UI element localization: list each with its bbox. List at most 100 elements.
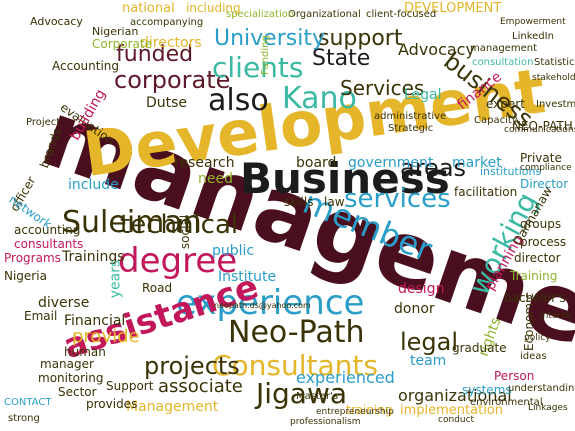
word-business: Business — [240, 154, 450, 203]
word-manager: manager — [40, 357, 94, 371]
word-empowerment: Empowerment — [500, 17, 566, 27]
word-government: government — [348, 155, 434, 171]
word-projects: projects — [144, 352, 240, 380]
word-jigawa: Jigawa — [256, 377, 348, 410]
word-programs: Programs — [4, 251, 61, 265]
word-sector: Sector — [58, 385, 97, 399]
word-implementation: implementation — [400, 403, 504, 418]
word-legal: legal — [400, 328, 459, 356]
word-services: services — [344, 184, 451, 214]
word-private: Private — [520, 151, 562, 165]
word-also: also — [208, 83, 269, 118]
word-accounting: accounting — [14, 223, 81, 237]
word-design: design — [398, 281, 445, 297]
word-market: market — [452, 155, 502, 171]
word-email: Email — [24, 309, 58, 323]
word-trainings: Trainings — [62, 249, 125, 265]
word-linkedin: LinkedIn — [512, 31, 554, 42]
word-communications: communications — [504, 125, 575, 135]
word-social: social — [178, 214, 193, 250]
word-consultants-lower: consultants — [14, 237, 84, 251]
word-groups: groups — [520, 217, 562, 231]
word-professionalism: professionalism — [290, 417, 361, 427]
word-research: research — [174, 155, 235, 171]
word-nigeria: Nigeria — [4, 269, 47, 283]
word-areas: areas — [400, 154, 467, 182]
word-donor: donor — [394, 301, 435, 317]
word-stakeholders: stakeholders — [532, 73, 575, 83]
word-email-address: neopath.ds@yahoo.com — [214, 301, 311, 310]
word-accounting-cap: Accounting — [52, 59, 120, 73]
word-systems: systems — [462, 383, 512, 397]
word-technical: technical — [120, 210, 239, 240]
word-ideas: ideas — [520, 351, 547, 362]
word-neo-path: Neo-Path — [228, 315, 365, 350]
word-consultation: consultation — [472, 57, 534, 68]
word-director-cap: Director — [520, 177, 569, 191]
word-team: team — [410, 353, 447, 369]
word-skills: skills — [284, 195, 314, 209]
word-kano: Kano — [282, 81, 357, 116]
word-state: State — [312, 46, 371, 71]
word-project: Project — [26, 117, 61, 128]
word-linkages: Linkages — [528, 403, 568, 413]
word-process: process — [520, 235, 567, 249]
word-associate: associate — [158, 376, 243, 397]
word-director: director — [514, 251, 561, 265]
word-bachelors: bachelor's — [504, 291, 566, 305]
word-years: years — [107, 259, 124, 299]
word-advocacy: Advocacy — [398, 40, 475, 59]
word-capacity: Capacity — [474, 115, 518, 126]
word-contact: CONTACT — [4, 397, 52, 408]
word-corporate-cap: Corporate — [92, 37, 152, 51]
word-dutse: Dutse — [146, 95, 188, 111]
word-compliance: compliance — [520, 163, 572, 173]
word-human: human — [64, 345, 106, 359]
word-training-cap: Training — [510, 269, 558, 283]
word-organizational-cap: Organizational — [288, 9, 361, 20]
word-graduate: graduate — [452, 341, 507, 355]
word-expert: expert — [486, 97, 525, 111]
word-management-small: management — [470, 43, 537, 54]
word-facilitation: facilitation — [454, 185, 518, 199]
word-degree: degree — [118, 241, 238, 281]
word-understanding: understanding — [508, 383, 575, 394]
word-road: Road — [142, 281, 173, 295]
word-conduct: conduct — [438, 415, 475, 425]
word-clients: clients — [212, 51, 304, 84]
word-national: national — [122, 1, 175, 16]
word-institutions: institutions — [480, 165, 542, 178]
word-accompanying: accompanying — [130, 17, 204, 28]
word-nigerian: Nigerian — [92, 25, 139, 38]
word-corporate: corporate — [114, 66, 231, 94]
word-funding: Funding — [259, 35, 271, 75]
word-experience: experience — [176, 283, 365, 323]
word-masters: Master's — [296, 391, 339, 402]
word-specialization: specialization — [226, 9, 295, 20]
word-monitoring: monitoring — [38, 371, 104, 385]
word-public: public — [212, 243, 255, 259]
word-support-cap: Support — [106, 379, 154, 393]
word-policy: policy — [524, 333, 551, 343]
word-interior: Interior — [540, 311, 573, 321]
word-development-caps: DEVELOPMENT — [404, 1, 502, 16]
word-training: training — [346, 403, 393, 417]
word-experienced: experienced — [296, 368, 395, 387]
word-organizational: organizational — [398, 386, 512, 405]
word-support: support — [318, 26, 403, 51]
word-legal-cap: Legal — [404, 87, 442, 103]
word-including: including — [186, 1, 241, 15]
word-directors: directors — [140, 35, 202, 51]
word-institute: Institute — [218, 269, 277, 285]
word-neo-path-caps: NEO-PATH — [512, 119, 573, 133]
word-board: board — [296, 155, 337, 171]
word-law: law — [324, 195, 345, 209]
word-investment: Investment — [536, 99, 575, 110]
word-suleiman: Suleiman — [62, 205, 202, 240]
word-environmental: environmental — [470, 397, 543, 408]
word-strategic: Strategic — [388, 123, 434, 134]
word-person: Person — [494, 369, 535, 383]
word-diverse: diverse — [38, 295, 90, 311]
word-include: include — [68, 177, 119, 193]
word-need: need — [198, 171, 233, 187]
